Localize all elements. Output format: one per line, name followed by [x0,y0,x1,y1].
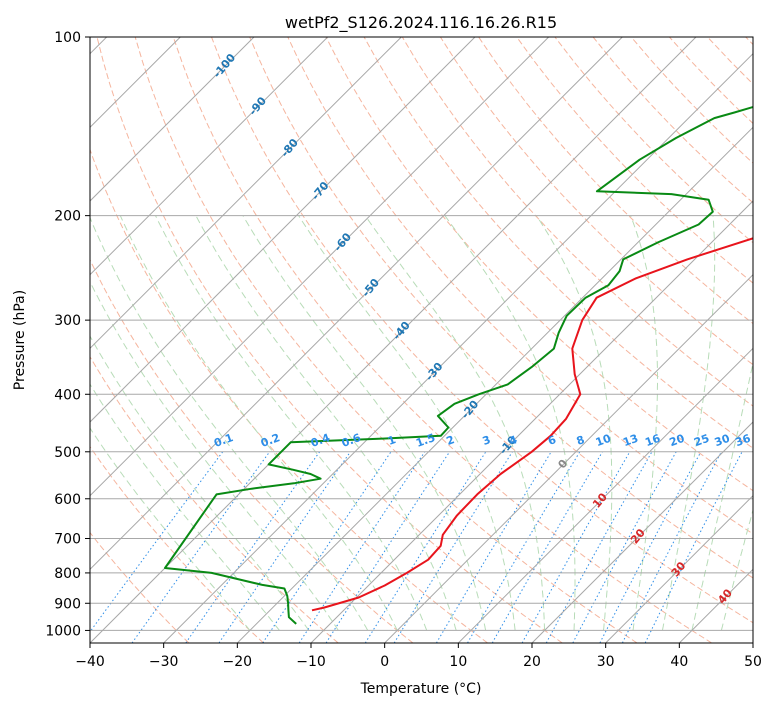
x-tick-label: −30 [149,654,179,670]
y-tick-label: 200 [54,209,81,225]
x-tick-label: 50 [744,654,762,670]
x-tick-label: 40 [670,654,688,670]
x-tick-label: −40 [75,654,105,670]
x-tick-label: −20 [223,654,253,670]
y-tick-label: 1000 [45,623,81,639]
y-tick-label: 100 [54,30,81,46]
y-tick-label: 900 [54,596,81,612]
x-tick-label: −10 [296,654,326,670]
y-tick-label: 700 [54,532,81,548]
x-axis-title: Temperature (°C) [360,681,482,697]
y-tick-label: 500 [54,445,81,461]
y-tick-label: 300 [54,313,81,329]
x-tick-label: 0 [380,654,389,670]
chart-title: wetPf2_S126.2024.116.16.26.R15 [285,13,557,33]
x-tick-label: 20 [523,654,541,670]
x-tick-label: 10 [449,654,467,670]
y-axis-title: Pressure (hPa) [12,290,28,390]
y-tick-label: 400 [54,387,81,403]
x-tick-label: 30 [597,654,615,670]
y-tick-label: 600 [54,492,81,508]
y-tick-label: 800 [54,566,81,582]
